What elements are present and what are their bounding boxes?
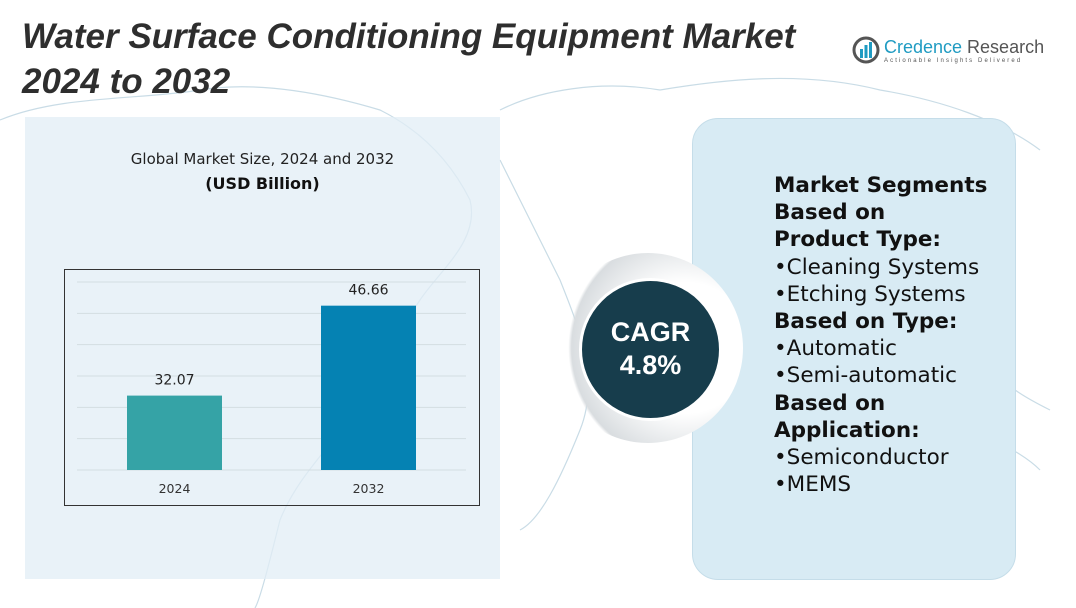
market-segments-list: Market Segments Based on Product Type: •C… — [774, 172, 987, 498]
title-line-2: 2024 to 2032 — [22, 62, 231, 101]
bar-2032 — [321, 305, 416, 470]
segment-item: •MEMS — [774, 472, 852, 498]
bar-2024 — [127, 395, 222, 470]
chart-frame — [64, 269, 480, 506]
chart-unit: (USD Billion) — [205, 174, 320, 193]
segment-item: •Semiconductor — [774, 445, 949, 471]
x-tick-label: 2024 — [159, 481, 191, 496]
cagr-badge: CAGR 4.8% — [579, 278, 722, 421]
segments-heading: Market Segments — [774, 173, 988, 198]
segment-item: •Cleaning Systems — [774, 254, 980, 280]
segment-group-title: Based on Type: — [774, 309, 958, 335]
segment-item: •Etching Systems — [774, 281, 966, 307]
logo-tagline: Actionable Insights Delivered — [884, 57, 1023, 64]
segment-item: •Semi-automatic — [774, 363, 957, 389]
logo-name-2: Research — [962, 36, 1045, 57]
segments-panel — [692, 118, 1016, 580]
title-line-1: Water Surface Conditioning Equipment Mar… — [22, 17, 796, 56]
chart-subtitle: Global Market Size, 2024 and 2032 — [130, 150, 395, 168]
segment-item: •Automatic — [774, 336, 897, 362]
logo-icon — [852, 36, 880, 64]
segment-group-title: Based on Product Type: — [774, 200, 942, 253]
cagr-value: 4.8% — [619, 350, 682, 380]
bar-value-label: 46.66 — [348, 283, 388, 299]
credence-research-logo: Credence Research Actionable Insights De… — [852, 36, 1044, 64]
chart-panel — [25, 117, 500, 579]
cagr-label: CAGR — [610, 317, 691, 347]
page-title: Water Surface Conditioning Equipment Mar… — [22, 14, 795, 104]
x-tick-label: 2032 — [353, 481, 385, 496]
logo-name-1: Credence — [884, 36, 963, 57]
segment-group-title: Based on Application: — [774, 390, 920, 443]
bar-value-label: 32.07 — [154, 373, 194, 389]
